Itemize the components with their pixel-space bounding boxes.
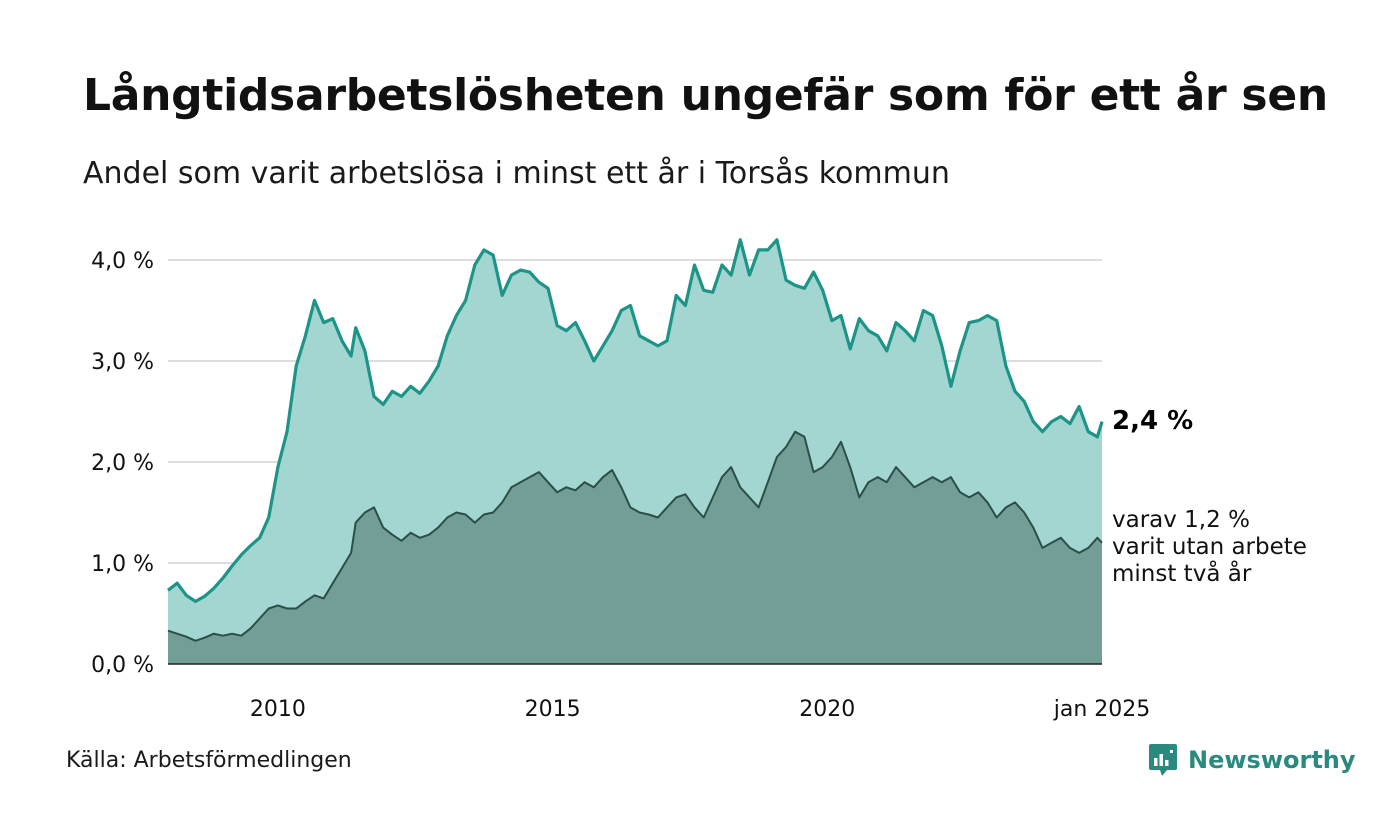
x-tick-label: jan 2025 — [1053, 697, 1151, 722]
series-areas — [167, 238, 1104, 665]
total-end-label: 2,4 % — [1112, 406, 1193, 436]
long-term-label-line-3: minst två år — [1112, 559, 1252, 587]
y-tick-label: 2,0 % — [91, 451, 154, 476]
y-tick-label: 1,0 % — [91, 552, 154, 577]
x-tick-label: 2015 — [525, 697, 581, 722]
long-term-label-line-2: varit utan arbete — [1112, 534, 1307, 560]
chart-title: Långtidsarbetslösheten ungefär som för e… — [83, 70, 1328, 121]
x-tick-label: 2020 — [799, 697, 855, 722]
newsworthy-logo-icon — [1149, 744, 1177, 776]
y-tick-label: 0,0 % — [91, 653, 154, 678]
long-term-line — [167, 430, 1103, 642]
y-tick-label: 3,0 % — [91, 350, 154, 375]
brand-logo[interactable]: Newsworthy — [1148, 742, 1356, 778]
long-term-area — [168, 431, 1102, 664]
long-term-end-label: varav 1,2 % varit utan arbete minst två … — [1112, 507, 1314, 587]
axes: 0,0 % 1,0 % 2,0 % 3,0 % 4,0 % 2010 2015 2020 jan… — [91, 249, 1150, 722]
chart-subtitle: Andel som varit arbetslösa i minst ett å… — [83, 156, 950, 191]
y-tick-label: 4,0 % — [91, 249, 154, 274]
source-note: Källa: Arbetsförmedlingen — [66, 748, 352, 773]
total-line — [167, 238, 1104, 603]
x-tick-label: 2010 — [250, 697, 306, 722]
brand-name: Newsworthy — [1188, 746, 1356, 774]
end-labels: 2,4 % varav 1,2 % varit utan arbete mins… — [1112, 406, 1314, 587]
long-term-label-line-1: varav 1,2 % — [1112, 507, 1250, 533]
